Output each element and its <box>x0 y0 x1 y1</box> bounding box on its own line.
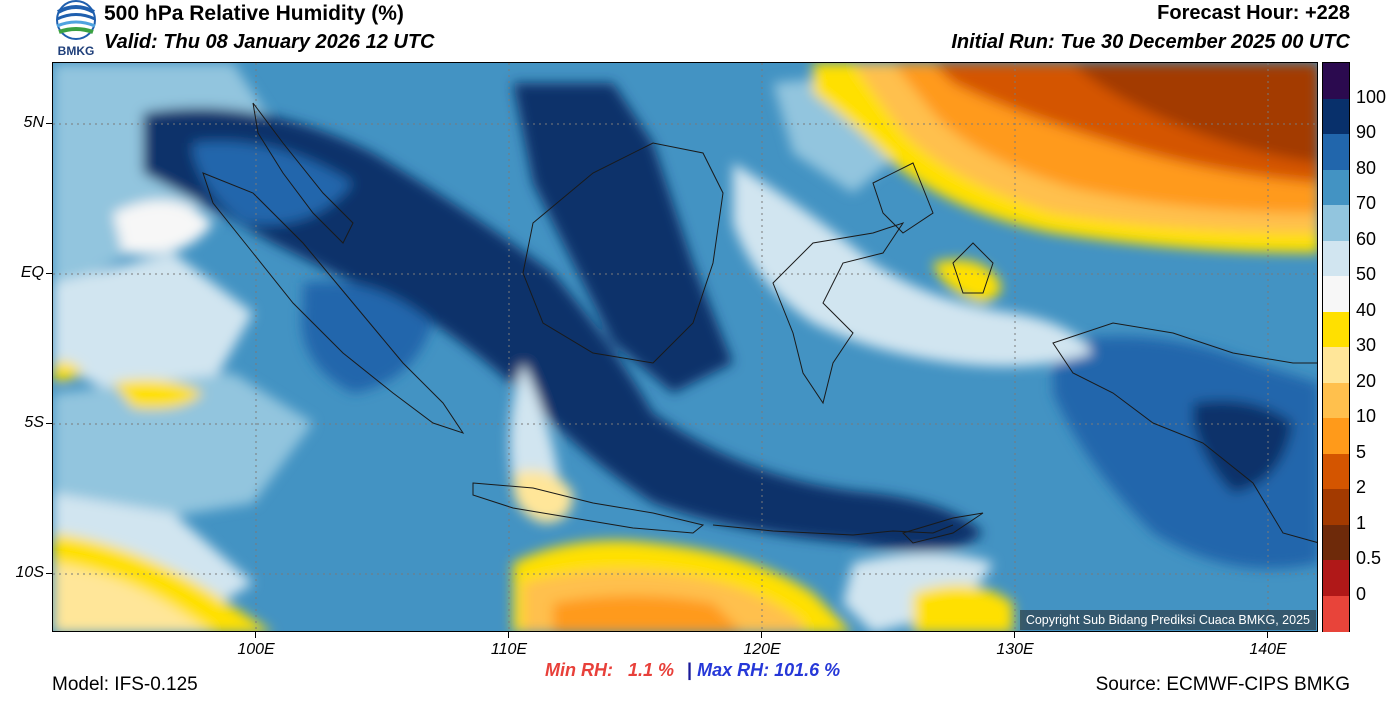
lon-label-100e: 100E <box>237 641 275 658</box>
colorbar-label: 40 <box>1356 299 1377 320</box>
colorbar-segment <box>1323 524 1349 561</box>
colorbar-segment <box>1323 240 1349 277</box>
colorbar-label: 10 <box>1356 406 1377 426</box>
lat-tick <box>46 423 52 424</box>
logo-text: BMKG <box>57 44 95 58</box>
colorbar-label: 80 <box>1356 157 1377 178</box>
colorbar-label: 1 <box>1356 512 1367 533</box>
stats-separator: | <box>687 660 693 680</box>
colorbar-segment <box>1323 489 1349 525</box>
colorbar-label: 100 <box>1356 86 1387 107</box>
colorbar-label: 20 <box>1356 370 1377 391</box>
lon-tick <box>508 632 509 638</box>
colorbar-label: 0.5 <box>1356 548 1382 568</box>
coastlines <box>202 102 1317 544</box>
colorbar-label: 2 <box>1356 477 1367 497</box>
chart-title: 500 hPa Relative Humidity (%) <box>104 2 404 25</box>
colorbar-label: 5 <box>1356 441 1367 462</box>
min-rh-value: 1.1 % <box>628 660 675 680</box>
valid-time: Valid: Thu 08 January 2026 12 UTC <box>104 31 435 53</box>
lat-tick <box>46 273 52 274</box>
lon-tick <box>1267 632 1268 638</box>
max-rh-value: 101.6 % <box>774 660 841 680</box>
lon-tick <box>761 632 762 638</box>
colorbar-label: 60 <box>1356 228 1377 249</box>
forecast-hour: Forecast Hour: +228 <box>1157 2 1350 24</box>
lat-label-eq: EQ <box>20 264 44 281</box>
colorbar <box>1322 62 1350 632</box>
lat-tick <box>46 573 52 574</box>
lon-tick <box>1014 632 1015 638</box>
max-rh-label: Max RH: <box>697 660 770 680</box>
min-max-stats: Min RH: 1.1 % | Max RH: 101.6 % <box>545 660 840 681</box>
colorbar-segment <box>1323 418 1349 454</box>
colorbar-segment <box>1323 169 1349 206</box>
humidity-map <box>52 62 1318 632</box>
model-label: Model: IFS-0.125 <box>52 674 198 695</box>
colorbar-segment <box>1323 311 1349 348</box>
lat-label-10s: 10S <box>15 564 44 581</box>
colorbar-segment <box>1323 453 1349 490</box>
bmkg-logo: BMKG <box>52 0 100 60</box>
colorbar-segment <box>1323 347 1349 383</box>
lat-label-5s: 5S <box>24 414 44 431</box>
colorbar-segment <box>1323 560 1349 596</box>
colorbar-segment <box>1323 382 1349 419</box>
colorbar-segment <box>1323 205 1349 241</box>
humidity-field <box>53 63 1317 631</box>
lon-label-120e: 120E <box>743 641 781 658</box>
colorbar-label: 90 <box>1356 122 1377 142</box>
colorbar-segment <box>1323 595 1349 632</box>
lat-tick <box>46 123 52 124</box>
lon-label-110e: 110E <box>490 641 528 658</box>
copyright-notice: Copyright Sub Bidang Prediksi Cuaca BMKG… <box>1019 610 1316 630</box>
min-rh-label: Min RH: <box>545 660 613 680</box>
colorbar-label: 0 <box>1356 583 1367 604</box>
lat-label-5n: 5N <box>23 114 44 131</box>
colorbar-segment <box>1323 98 1349 135</box>
lon-tick <box>255 632 256 638</box>
initial-run: Initial Run: Tue 30 December 2025 00 UTC <box>951 31 1350 53</box>
colorbar-label: 70 <box>1356 193 1377 213</box>
colorbar-segment <box>1323 63 1349 99</box>
bmkg-logo-icon <box>56 0 96 40</box>
colorbar-segment <box>1323 276 1349 312</box>
gridlines <box>53 63 1317 631</box>
lon-label-130e: 130E <box>996 641 1034 658</box>
colorbar-label: 30 <box>1356 335 1377 355</box>
lon-label-140e: 140E <box>1249 641 1287 658</box>
source-label: Source: ECMWF-CIPS BMKG <box>1095 674 1350 695</box>
colorbar-segment <box>1323 134 1349 170</box>
colorbar-label: 50 <box>1356 264 1377 284</box>
